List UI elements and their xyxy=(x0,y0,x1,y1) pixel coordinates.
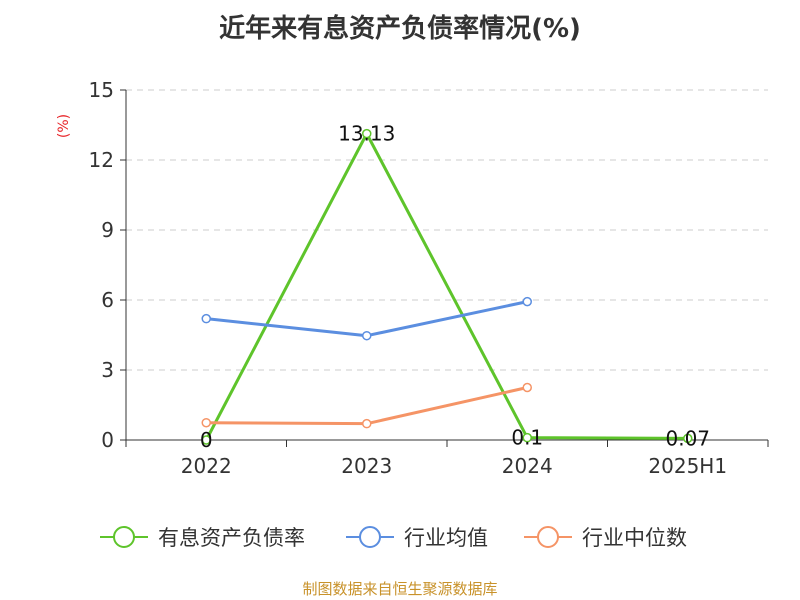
data-label: 0.1 xyxy=(511,426,543,450)
legend-label: 有息资产负债率 xyxy=(158,526,305,550)
chart-title: 近年来有息资产负债率情况(%) xyxy=(219,14,581,44)
series-line xyxy=(204,132,688,441)
data-label: 0 xyxy=(200,428,213,452)
x-tick-label: 2023 xyxy=(341,454,392,478)
y-tick-label: 3 xyxy=(101,358,114,382)
data-point xyxy=(362,330,372,341)
legend-marker xyxy=(359,526,381,548)
x-tick-label: 2024 xyxy=(502,454,553,478)
data-point xyxy=(201,435,211,445)
series-line xyxy=(206,300,528,338)
legend-marker xyxy=(113,526,135,548)
data-point xyxy=(362,418,372,429)
source-note: 制图数据来自恒生聚源数据库 xyxy=(302,580,498,598)
data-point xyxy=(362,128,372,139)
data-point xyxy=(522,432,532,443)
y-tick-label: 15 xyxy=(89,78,114,102)
legend-label: 行业均值 xyxy=(404,526,488,550)
series-line xyxy=(206,386,528,426)
data-point xyxy=(522,382,532,393)
data-point xyxy=(201,313,211,324)
y-tick-label: 9 xyxy=(101,218,114,242)
data-point xyxy=(522,296,532,307)
y-tick-label: 0 xyxy=(101,428,114,452)
legend-label: 行业中位数 xyxy=(582,526,687,550)
legend-marker xyxy=(537,526,559,548)
data-label: 13.13 xyxy=(338,122,395,146)
data-point xyxy=(201,417,211,428)
x-tick-label: 2025H1 xyxy=(648,454,727,478)
data-point xyxy=(683,433,693,444)
x-tick-label: 2022 xyxy=(181,454,232,478)
y-tick-label: 6 xyxy=(101,288,114,312)
y-axis-label: (%) xyxy=(56,114,72,138)
data-label: 0.07 xyxy=(665,426,710,450)
y-tick-label: 12 xyxy=(89,148,114,172)
